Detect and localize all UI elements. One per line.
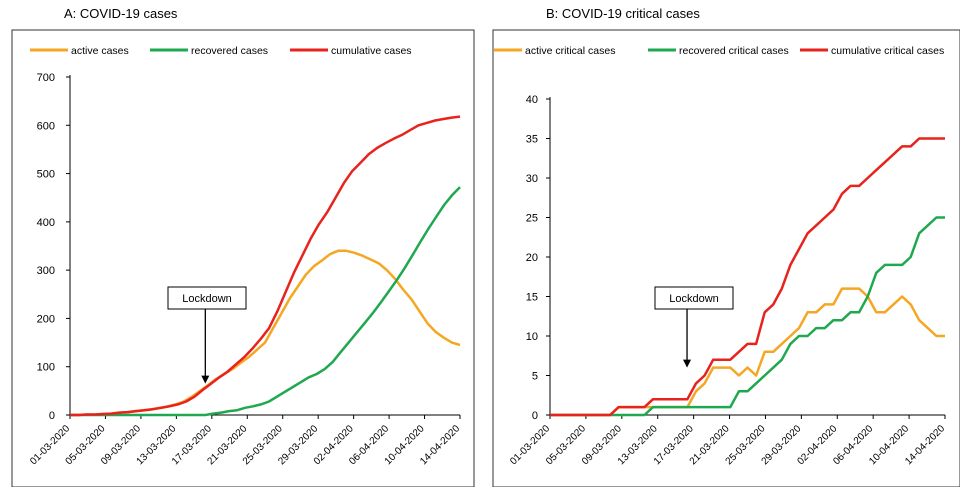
chart-b-y-tick-label: 20 — [526, 252, 538, 264]
chart-a-lockdown-arrow-head — [201, 375, 210, 384]
chart-a-lockdown-label: Lockdown — [182, 293, 232, 305]
chart-a-y-tick-label: 200 — [37, 313, 55, 325]
chart-b-legend-label: active critical cases — [525, 45, 615, 57]
chart-b-y-tick-label: 15 — [526, 292, 538, 304]
chart-b-y-tick-label: 5 — [532, 371, 538, 383]
chart-b-legend-label: recovered critical cases — [679, 45, 789, 57]
chart-b-lockdown-label: Lockdown — [669, 293, 719, 305]
chart-b-lockdown-arrow-head — [683, 359, 692, 368]
chart-b-y-tick-label: 25 — [526, 213, 538, 225]
chart-b-y-tick-label: 0 — [532, 410, 538, 422]
chart-a-y-tick-label: 100 — [37, 362, 55, 374]
chart-a-legend-label: active cases — [71, 45, 129, 57]
chart-a-lockdown-box — [167, 286, 247, 310]
chart-a-y-tick-label: 700 — [37, 72, 55, 84]
chart-a-series-recovered-cases — [70, 186, 461, 417]
chart-a-y-tick-label: 300 — [37, 265, 55, 277]
chart-b-y-tick-label: 40 — [526, 94, 538, 106]
chart-b-y-tick-label: 30 — [526, 173, 538, 185]
chart-b-frame — [492, 29, 960, 487]
chart-b-series-active-critical-cases — [550, 287, 945, 417]
chart-b-x-tick-label: 14-04-2020 — [903, 423, 947, 467]
chart-a-frame — [11, 29, 475, 487]
chart-b-title: B: COVID-19 critical cases — [546, 6, 700, 21]
chart-b-series-cumulative-critical-cases — [550, 137, 945, 417]
chart-b-lockdown-box — [654, 286, 734, 310]
chart-a-title: A: COVID-19 cases — [64, 6, 178, 21]
chart-a-legend-label: cumulative cases — [331, 45, 412, 57]
chart-a-y-tick-label: 400 — [37, 217, 55, 229]
chart-a-series-cumulative-cases — [70, 115, 461, 417]
chart-b-y-tick-label: 10 — [526, 331, 538, 343]
chart-b-legend-label: cumulative critical cases — [831, 45, 944, 57]
chart-a-y-tick-label: 500 — [37, 169, 55, 181]
chart-b-series-recovered-critical-cases — [550, 216, 945, 417]
chart-a-y-tick-label: 600 — [37, 120, 55, 132]
chart-a-y-tick-label: 0 — [49, 410, 55, 422]
chart-a-legend-label: recovered cases — [191, 45, 268, 57]
chart-b-y-tick-label: 35 — [526, 134, 538, 146]
